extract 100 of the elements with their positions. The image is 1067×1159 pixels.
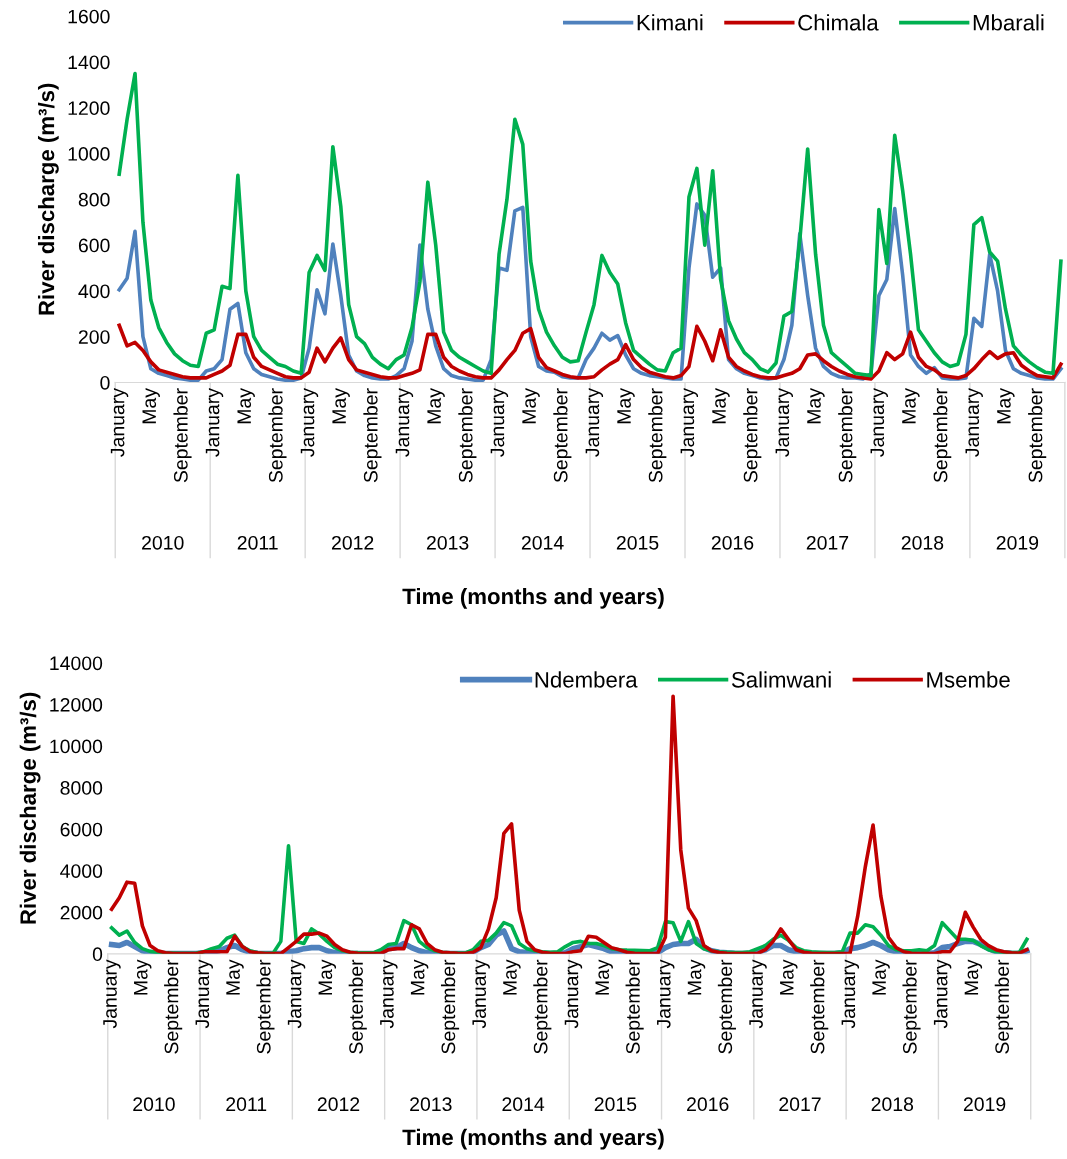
x-tick-label: May: [427, 388, 445, 424]
x-tick-label: September: [933, 388, 952, 483]
x-tick-label: January: [933, 959, 952, 1029]
x-tick-label: May: [964, 959, 983, 995]
x-tick-label: May: [712, 388, 730, 424]
x-tick-label: September: [717, 959, 736, 1054]
text: 2017: [779, 1097, 821, 1112]
x-tick-label: September: [902, 959, 921, 1054]
x-tick-label: September: [533, 959, 552, 1054]
x-tick-label: January: [472, 959, 490, 1029]
x-tick-label: January: [841, 959, 860, 1029]
x-tick-label: May: [807, 388, 825, 424]
y-tick-label: 1200: [68, 101, 110, 116]
x-tick-label: September: [625, 959, 644, 1054]
x-tick-label: May: [503, 959, 521, 995]
x-tick-label: January: [680, 388, 699, 457]
x-tick-label: September: [458, 388, 477, 483]
x-tick-label: May: [318, 959, 337, 995]
x-axis-title: Time (months and years): [402, 587, 664, 609]
legend-label: Chimala: [798, 14, 879, 31]
x-tick-label: May: [872, 959, 890, 995]
x-tick-label: January: [749, 959, 767, 1029]
x-tick-label: January: [490, 388, 509, 457]
x-tick-label: January: [287, 959, 306, 1029]
x-tick-label: September: [164, 959, 183, 1054]
x-tick-label: September: [440, 959, 460, 1054]
text: 2016: [711, 535, 754, 550]
y-tick-label: 600: [78, 238, 110, 253]
y-tick-label: 1400: [68, 55, 110, 70]
x-tick-label: January: [380, 959, 398, 1029]
text: 2012: [317, 1097, 360, 1112]
y-tick-label: 0: [100, 375, 110, 390]
y-tick-label: 14000: [50, 656, 103, 671]
y-tick-label: 2000: [60, 905, 103, 920]
x-tick-label: January: [103, 959, 121, 1029]
x-tick-label: January: [585, 388, 604, 457]
legend-label: Msembe: [927, 671, 1010, 688]
text: 2018: [871, 1097, 914, 1112]
x-tick-label: January: [965, 388, 983, 457]
line-series: [117, 71, 1063, 378]
x-tick-label: May: [134, 959, 152, 995]
x-tick-label: January: [775, 388, 793, 457]
y-tick-label: 0: [92, 947, 103, 962]
y-tick-label: 800: [78, 192, 110, 207]
x-tick-label: January: [657, 959, 675, 1029]
text: 2014: [502, 1097, 545, 1112]
text: 2011: [237, 535, 278, 550]
text: 2015: [594, 1097, 637, 1112]
x-tick-label: September: [348, 959, 367, 1054]
legend-label: Salimwani: [731, 671, 831, 688]
x-tick-label: September: [838, 388, 857, 483]
x-tick-label: September: [648, 388, 667, 483]
x-tick-label: May: [522, 388, 540, 424]
x-tick-label: January: [870, 388, 888, 457]
x-tick-label: September: [173, 388, 192, 483]
x-tick-label: September: [363, 388, 382, 483]
text: 2013: [426, 535, 469, 550]
text: 2010: [133, 1097, 175, 1112]
x-tick-label: September: [743, 388, 762, 483]
x-tick-label: May: [997, 388, 1015, 424]
text: 2015: [616, 535, 659, 550]
x-tick-label: May: [237, 388, 255, 424]
text: 2016: [687, 1097, 729, 1112]
x-tick-label: January: [300, 388, 319, 457]
y-tick-label: 1600: [68, 9, 110, 24]
x-tick-label: January: [395, 388, 414, 457]
x-tick-label: May: [332, 388, 350, 424]
y-tick-label: 8000: [60, 781, 103, 795]
x-tick-label: May: [410, 959, 429, 995]
x-tick-label: May: [687, 959, 706, 995]
y-tick-label: 12000: [50, 697, 103, 712]
y-tick-label: 6000: [60, 822, 103, 837]
text: 2013: [410, 1097, 452, 1112]
x-tick-label: May: [617, 388, 635, 424]
x-tick-label: September: [553, 388, 572, 483]
text: 2012: [332, 535, 374, 550]
text: 2019: [963, 1097, 1006, 1112]
y-tick-label: 1000: [68, 147, 110, 161]
y-tick-label: 200: [78, 330, 110, 344]
x-tick-label: January: [205, 388, 224, 457]
y-tick-label: 4000: [60, 864, 103, 878]
x-axis-title: Time (months and years): [402, 1128, 664, 1150]
x-tick-label: May: [902, 388, 920, 424]
text: 2017: [806, 535, 849, 550]
legend-label: Kimani: [637, 14, 703, 31]
text: 2018: [901, 535, 944, 550]
legend-label: Mbarali: [973, 14, 1044, 31]
x-tick-label: September: [256, 959, 275, 1054]
y-axis-title: River discharge (m³/s): [37, 83, 59, 315]
text: 2019: [996, 535, 1039, 550]
x-tick-label: May: [142, 388, 160, 424]
x-tick-label: September: [1028, 388, 1047, 483]
x-tick-label: September: [810, 959, 829, 1054]
x-tick-label: January: [564, 959, 583, 1029]
legend-label: Ndembera: [535, 671, 638, 688]
x-tick-label: May: [595, 959, 613, 995]
x-tick-label: January: [195, 959, 213, 1029]
y-axis-title: River discharge (m³/s): [19, 692, 41, 924]
x-tick-label: January: [110, 388, 129, 457]
text: 2011: [226, 1097, 267, 1112]
